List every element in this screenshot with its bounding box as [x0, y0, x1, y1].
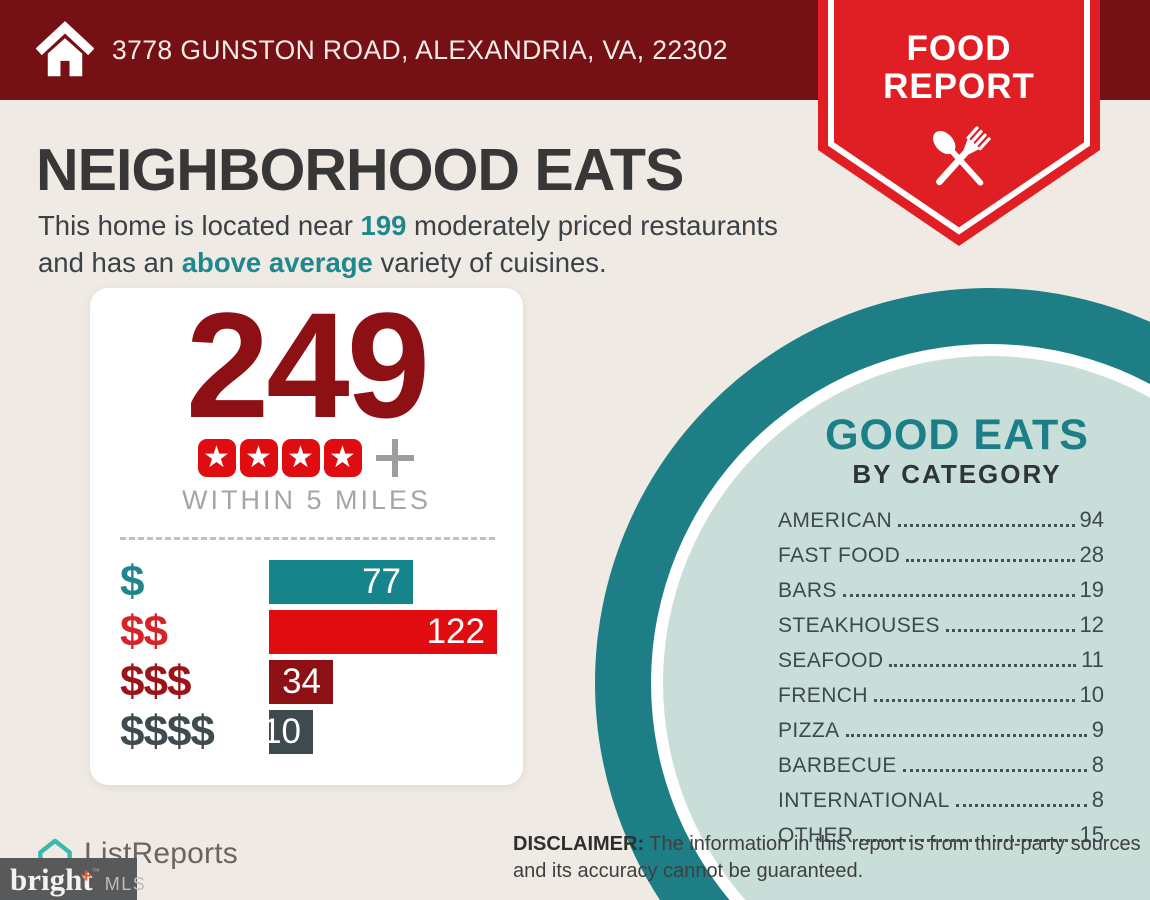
variety-highlight: above average: [181, 246, 373, 278]
disclaimer-text: The information in this report is from t…: [513, 833, 1141, 882]
star-icon: ★: [281, 439, 320, 477]
dot-leader: [845, 734, 1087, 737]
dot-leader: [889, 664, 1077, 667]
category-label: STEAKHOUSES: [778, 614, 940, 637]
price-tier-value: 122: [426, 612, 485, 651]
star-icon: ★: [197, 439, 236, 477]
home-icon: [36, 21, 94, 77]
category-value: 28: [1079, 542, 1104, 567]
price-tier-value: 34: [282, 662, 321, 701]
star-rating: ★ ★ ★ ★: [197, 439, 362, 477]
category-label: INTERNATIONAL: [778, 789, 950, 812]
bright-plus-mark: +: [80, 866, 92, 887]
page-subtitle: This home is located near 199 moderately…: [38, 208, 828, 281]
category-row: FRENCH 10: [778, 682, 1104, 708]
category-list: AMERICAN 94 FAST FOOD 28 BARS 19 STEAKHOUSES 12…: [778, 507, 1104, 848]
total-restaurant-count: 249: [185, 281, 430, 449]
category-label: FRENCH: [778, 684, 868, 707]
category-row: BARS 19: [778, 577, 1104, 603]
category-value: 9: [1091, 717, 1104, 742]
price-tier-row: $$$ 34: [120, 657, 497, 706]
category-row: OTHER 15: [778, 822, 1104, 848]
price-tier-label: $$$$: [120, 707, 215, 756]
price-tier-value: 77: [362, 562, 401, 601]
divider: [120, 537, 495, 540]
price-tier-bar: 34: [269, 660, 333, 704]
page-title: NEIGHBORHOOD EATS: [36, 137, 684, 203]
star-icon: ★: [239, 439, 278, 477]
dot-leader: [945, 629, 1075, 632]
good-eats-subtitle: BY CATEGORY: [852, 459, 1062, 489]
dot-leader: [842, 594, 1075, 597]
dot-leader: [955, 804, 1087, 807]
price-tier-bar: 10: [262, 710, 313, 754]
category-value: 10: [1079, 682, 1104, 707]
price-tier-label: $$: [120, 607, 168, 656]
category-value: 11: [1081, 647, 1104, 672]
price-tier-row: $$$$ 10: [120, 707, 497, 756]
price-tier-bar: 122: [269, 610, 497, 654]
category-value: 15: [1079, 822, 1104, 847]
ribbon-shape: [818, 0, 1100, 246]
good-eats-panel: GOOD EATS BY CATEGORY AMERICAN 94 FAST FOO…: [778, 414, 1104, 857]
dot-leader: [898, 524, 1075, 527]
good-eats-title: GOOD EATS: [825, 411, 1089, 459]
dot-leader: [902, 769, 1087, 772]
mls-wordmark: MLS: [104, 874, 147, 894]
ribbon-line2: REPORT: [883, 67, 1035, 106]
category-label: SEAFOOD: [778, 649, 884, 672]
dot-leader: [859, 839, 1075, 842]
category-value: 8: [1091, 787, 1104, 812]
category-row: SEAFOOD 11: [778, 647, 1104, 673]
price-tier-value: 10: [262, 712, 301, 751]
price-tier-row: $$ 122: [120, 607, 497, 656]
bright-wordmark: bright: [10, 862, 93, 897]
star-icon: ★: [323, 439, 362, 477]
category-row: PIZZA 9: [778, 717, 1104, 743]
price-tier-chart: $77 $$ 122 $$$ 34 $$$$ 10: [90, 557, 523, 756]
price-tier-bar: 77: [269, 560, 413, 604]
category-row: BARBECUE 8: [778, 752, 1104, 778]
subtitle-post: variety of cuisines.: [372, 246, 607, 278]
subtitle-pre: This home is located near: [38, 210, 361, 241]
disclaimer-label: DISCLAIMER:: [513, 833, 645, 855]
category-row: STEAKHOUSES 12: [778, 612, 1104, 638]
price-tier-row: $77: [120, 557, 497, 606]
utensils-icon: [933, 126, 991, 186]
category-label: FAST FOOD: [778, 544, 901, 567]
category-label: BARS: [778, 579, 837, 602]
dot-leader: [873, 699, 1075, 702]
category-value: 12: [1079, 612, 1104, 637]
dot-leader: [906, 559, 1075, 562]
price-tier-label: $: [120, 557, 144, 606]
category-value: 94: [1079, 507, 1104, 532]
disclaimer: DISCLAIMER: The information in this repo…: [513, 831, 1150, 885]
category-row: AMERICAN 94: [778, 507, 1104, 533]
radius-label: WITHIN 5 MILES: [181, 485, 432, 515]
category-value: 19: [1079, 577, 1104, 602]
category-label: OTHER: [778, 824, 854, 847]
category-label: PIZZA: [778, 719, 840, 742]
bright-mls-logo: bright + ™ MLS: [0, 858, 145, 900]
trademark-symbol: ™: [91, 867, 100, 876]
rating-row: ★ ★ ★ ★: [90, 438, 523, 478]
category-row: FAST FOOD 28: [778, 542, 1104, 568]
subtitle-mid: moderately priced restaurants and has an: [38, 210, 778, 278]
category-row: INTERNATIONAL 8: [778, 787, 1104, 813]
summary-card: 249 ★ ★ ★ ★ WITHIN 5 MILES $77 $$ 122 $$$ 34 $$$…: [90, 288, 523, 785]
price-tier-label: $$$: [120, 657, 191, 706]
ribbon-line1: FOOD: [906, 29, 1012, 68]
category-label: AMERICAN: [778, 509, 893, 532]
category-label: BARBECUE: [778, 754, 897, 777]
food-report-ribbon: FOOD REPORT: [818, 0, 1100, 246]
restaurant-count-inline: 199: [360, 210, 407, 241]
plus-icon: [375, 439, 414, 477]
category-value: 8: [1091, 752, 1104, 777]
property-address: 3778 GUNSTON ROAD, ALEXANDRIA, VA, 22302: [112, 35, 728, 65]
ribbon-title: FOOD REPORT: [818, 30, 1100, 106]
